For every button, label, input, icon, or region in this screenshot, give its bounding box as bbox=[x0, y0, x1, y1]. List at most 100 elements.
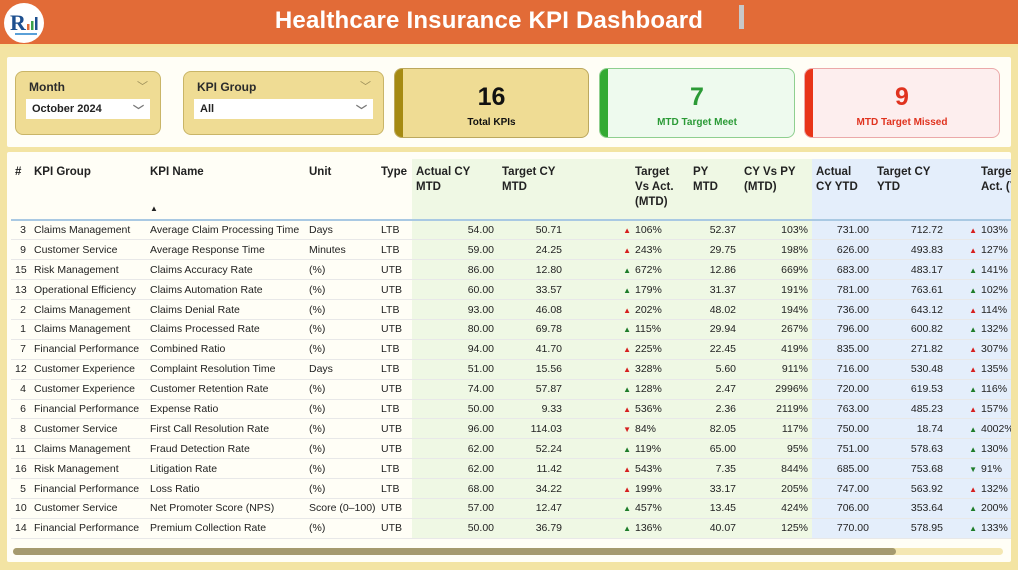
table-row[interactable]: 7 Financial Performance Combined Ratio (… bbox=[11, 339, 1011, 360]
table-row[interactable]: 13 Operational Efficiency Claims Automat… bbox=[11, 279, 1011, 301]
chevron-down-icon[interactable]: ﹀ bbox=[360, 81, 371, 93]
sort-ascending-icon[interactable]: ▲ bbox=[150, 204, 158, 213]
cell-actual-cy-ytd: 781.00 bbox=[812, 279, 873, 301]
cell-mtd-indicator: ▲ bbox=[566, 359, 631, 380]
col-header-actual-cy-mtd[interactable]: Actual CY MTD bbox=[412, 159, 498, 221]
cell-ytd-indicator: ▲ bbox=[947, 220, 977, 241]
cell-target-cy-mtd: 12.47 bbox=[498, 498, 566, 519]
cell-actual-cy-mtd: 62.00 bbox=[412, 438, 498, 460]
table-row[interactable]: 5 Financial Performance Loss Ratio (%) L… bbox=[11, 478, 1011, 499]
cell-kpi-name: Litigation Rate bbox=[146, 458, 305, 480]
cell-type: LTB bbox=[377, 478, 412, 499]
table-row[interactable]: 2 Claims Management Claims Denial Rate (… bbox=[11, 299, 1011, 320]
cell-cy-vs-py-mtd: 191% bbox=[740, 279, 812, 301]
chevron-down-icon[interactable]: ﹀ bbox=[356, 105, 367, 117]
cell-type: LTB bbox=[377, 359, 412, 380]
cell-unit: (%) bbox=[305, 458, 377, 480]
month-slicer[interactable]: Month ﹀ October 2024 ﹀ bbox=[15, 71, 161, 135]
cell-target-vs-act-ytd: 4002% bbox=[977, 418, 1011, 440]
cell-mtd-indicator: ▲ bbox=[566, 319, 631, 340]
table-row[interactable]: 16 Risk Management Litigation Rate (%) L… bbox=[11, 458, 1011, 480]
table-row[interactable]: 12 Customer Experience Complaint Resolut… bbox=[11, 359, 1011, 380]
cell-kpi-group: Operational Efficiency bbox=[30, 279, 146, 301]
col-header-target-cy-mtd[interactable]: Target CY MTD bbox=[498, 159, 566, 221]
svg-text:R: R bbox=[10, 10, 27, 35]
horizontal-scrollbar[interactable] bbox=[13, 548, 1003, 555]
cell-ytd-indicator: ▲ bbox=[947, 319, 977, 340]
col-header-target-cy-ytd[interactable]: Target CY YTD bbox=[873, 159, 947, 221]
cell-target-cy-ytd: 493.83 bbox=[873, 239, 947, 261]
kpi-table: # KPI Group KPI Name ▲ Unit Type Actual C… bbox=[11, 159, 1011, 539]
col-header-actual-cy-ytd[interactable]: Actual CY YTD bbox=[812, 159, 873, 221]
kpi-group-dropdown[interactable]: All ﹀ bbox=[194, 99, 373, 119]
cell-mtd-indicator: ▲ bbox=[566, 239, 631, 261]
col-header-kpi-group[interactable]: KPI Group bbox=[30, 159, 146, 221]
col-header-target-vs-act-ytd[interactable]: Target Vs Act. (YTD) bbox=[977, 159, 1011, 221]
cell-index: 6 bbox=[11, 399, 30, 420]
cell-target-vs-act-mtd: 199% bbox=[631, 478, 689, 499]
cell-unit: Score (0–100) bbox=[305, 498, 377, 519]
month-value: October 2024 bbox=[32, 103, 102, 115]
cell-target-vs-act-mtd: 115% bbox=[631, 319, 689, 340]
cell-target-cy-mtd: 33.57 bbox=[498, 279, 566, 301]
col-header-index[interactable]: # bbox=[11, 159, 30, 221]
cell-py-mtd: 82.05 bbox=[689, 418, 740, 440]
month-dropdown[interactable]: October 2024 ﹀ bbox=[26, 99, 150, 119]
col-header-type[interactable]: Type bbox=[377, 159, 412, 221]
table-row[interactable]: 8 Customer Service First Call Resolution… bbox=[11, 418, 1011, 440]
cell-ytd-indicator: ▲ bbox=[947, 438, 977, 460]
ytd-arrow-icon: ▲ bbox=[969, 484, 977, 494]
cell-kpi-name: Claims Processed Rate bbox=[146, 319, 305, 340]
cell-type: UTB bbox=[377, 319, 412, 340]
cell-ytd-indicator: ▲ bbox=[947, 418, 977, 440]
kpi-group-value: All bbox=[200, 103, 215, 115]
cell-target-vs-act-mtd: 243% bbox=[631, 239, 689, 261]
total-kpis-value: 16 bbox=[477, 83, 506, 111]
kpi-group-slicer[interactable]: KPI Group ﹀ All ﹀ bbox=[183, 71, 384, 135]
table-row[interactable]: 10 Customer Service Net Promoter Score (… bbox=[11, 498, 1011, 519]
cell-target-cy-mtd: 50.71 bbox=[498, 220, 566, 241]
col-header-py-mtd[interactable]: PY MTD bbox=[689, 159, 740, 221]
cell-kpi-group: Customer Experience bbox=[30, 359, 146, 380]
col-header-target-vs-act-mtd[interactable]: Target Vs Act. (MTD) bbox=[631, 159, 689, 221]
table-row[interactable]: 6 Financial Performance Expense Ratio (%… bbox=[11, 399, 1011, 420]
table-row[interactable]: 3 Claims Management Average Claim Proces… bbox=[11, 220, 1011, 241]
cell-target-cy-mtd: 9.33 bbox=[498, 399, 566, 420]
ytd-arrow-icon: ▲ bbox=[969, 345, 977, 355]
cell-target-vs-act-ytd: 135% bbox=[977, 359, 1011, 380]
cell-actual-cy-mtd: 68.00 bbox=[412, 478, 498, 499]
table-row[interactable]: 14 Financial Performance Premium Collect… bbox=[11, 518, 1011, 539]
table-row[interactable]: 9 Customer Service Average Response Time… bbox=[11, 239, 1011, 261]
cell-target-cy-ytd: 763.61 bbox=[873, 279, 947, 301]
col-header-mtd-indicator[interactable] bbox=[566, 159, 631, 221]
col-header-kpi-name[interactable]: KPI Name ▲ bbox=[146, 159, 305, 221]
cell-ytd-indicator: ▲ bbox=[947, 279, 977, 301]
table-row[interactable]: 15 Risk Management Claims Accuracy Rate … bbox=[11, 259, 1011, 281]
cell-target-vs-act-ytd: 157% bbox=[977, 399, 1011, 420]
cell-target-vs-act-ytd: 102% bbox=[977, 279, 1011, 301]
card-accent bbox=[805, 69, 813, 137]
cell-kpi-group: Financial Performance bbox=[30, 518, 146, 539]
cell-mtd-indicator: ▼ bbox=[566, 418, 631, 440]
cell-target-cy-ytd: 353.64 bbox=[873, 498, 947, 519]
cell-index: 3 bbox=[11, 220, 30, 241]
col-header-ytd-indicator[interactable] bbox=[947, 159, 977, 221]
mtd-target-meet-value: 7 bbox=[690, 83, 704, 111]
cell-target-vs-act-mtd: 119% bbox=[631, 438, 689, 460]
scrollbar-thumb[interactable] bbox=[13, 548, 896, 555]
col-header-unit[interactable]: Unit bbox=[305, 159, 377, 221]
cell-index: 11 bbox=[11, 438, 30, 460]
title-divider bbox=[739, 5, 744, 29]
cell-target-vs-act-mtd: 106% bbox=[631, 220, 689, 241]
chevron-down-icon[interactable]: ﹀ bbox=[137, 81, 148, 93]
cell-cy-vs-py-mtd: 125% bbox=[740, 518, 812, 539]
cell-cy-vs-py-mtd: 117% bbox=[740, 418, 812, 440]
table-row[interactable]: 11 Claims Management Fraud Detection Rat… bbox=[11, 438, 1011, 460]
cell-ytd-indicator: ▲ bbox=[947, 478, 977, 499]
mtd-arrow-icon: ▲ bbox=[623, 365, 631, 375]
cell-actual-cy-ytd: 751.00 bbox=[812, 438, 873, 460]
table-row[interactable]: 4 Customer Experience Customer Retention… bbox=[11, 379, 1011, 400]
chevron-down-icon[interactable]: ﹀ bbox=[133, 105, 144, 117]
col-header-cy-vs-py-mtd[interactable]: CY Vs PY (MTD) bbox=[740, 159, 812, 221]
table-row[interactable]: 1 Claims Management Claims Processed Rat… bbox=[11, 319, 1011, 340]
